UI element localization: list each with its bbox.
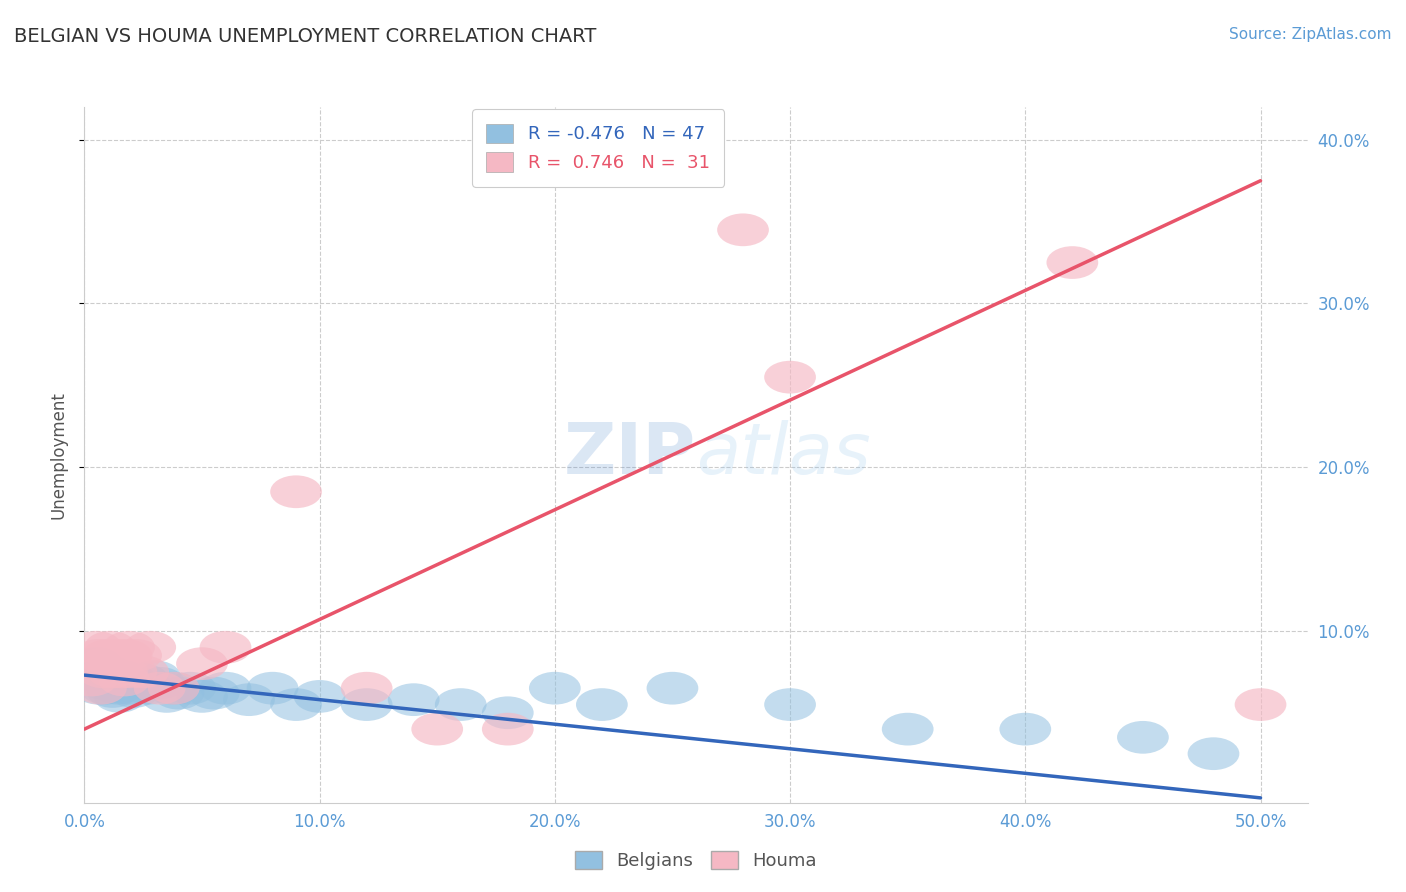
Ellipse shape — [134, 672, 186, 705]
Ellipse shape — [70, 648, 122, 680]
Ellipse shape — [176, 680, 228, 713]
Ellipse shape — [129, 660, 181, 693]
Ellipse shape — [103, 631, 155, 664]
Ellipse shape — [434, 689, 486, 721]
Ellipse shape — [1234, 689, 1286, 721]
Text: atlas: atlas — [696, 420, 870, 490]
Ellipse shape — [148, 672, 200, 705]
Ellipse shape — [765, 689, 815, 721]
Ellipse shape — [576, 689, 627, 721]
Ellipse shape — [94, 680, 146, 713]
Ellipse shape — [105, 664, 157, 697]
Ellipse shape — [67, 664, 120, 697]
Ellipse shape — [482, 697, 534, 729]
Ellipse shape — [482, 713, 534, 746]
Ellipse shape — [176, 648, 228, 680]
Ellipse shape — [340, 689, 392, 721]
Ellipse shape — [882, 713, 934, 746]
Ellipse shape — [82, 639, 134, 672]
Ellipse shape — [63, 656, 115, 689]
Ellipse shape — [77, 667, 129, 699]
Ellipse shape — [122, 672, 174, 705]
Ellipse shape — [647, 672, 699, 705]
Legend: Belgians, Houma: Belgians, Houma — [568, 844, 824, 877]
Ellipse shape — [101, 639, 153, 672]
Ellipse shape — [124, 631, 176, 664]
Ellipse shape — [224, 683, 276, 716]
Ellipse shape — [89, 648, 141, 680]
Ellipse shape — [80, 648, 131, 680]
Ellipse shape — [105, 656, 157, 689]
Ellipse shape — [388, 683, 440, 716]
Ellipse shape — [134, 667, 186, 699]
Ellipse shape — [98, 664, 150, 697]
Ellipse shape — [110, 639, 162, 672]
Ellipse shape — [98, 667, 150, 699]
Ellipse shape — [84, 631, 136, 664]
Ellipse shape — [73, 672, 124, 705]
Ellipse shape — [1046, 246, 1098, 279]
Ellipse shape — [89, 667, 141, 699]
Ellipse shape — [108, 675, 160, 708]
Text: ZIP: ZIP — [564, 420, 696, 490]
Ellipse shape — [117, 656, 169, 689]
Ellipse shape — [101, 664, 153, 697]
Ellipse shape — [94, 639, 146, 672]
Ellipse shape — [96, 660, 148, 693]
Ellipse shape — [412, 713, 463, 746]
Ellipse shape — [117, 664, 169, 697]
Ellipse shape — [165, 672, 217, 705]
Ellipse shape — [270, 475, 322, 508]
Ellipse shape — [75, 672, 127, 705]
Ellipse shape — [91, 672, 143, 705]
Ellipse shape — [82, 656, 134, 689]
Ellipse shape — [80, 672, 131, 705]
Ellipse shape — [87, 656, 138, 689]
Ellipse shape — [200, 631, 252, 664]
Ellipse shape — [70, 631, 122, 664]
Y-axis label: Unemployment: Unemployment — [49, 391, 67, 519]
Ellipse shape — [84, 664, 136, 697]
Ellipse shape — [294, 680, 346, 713]
Ellipse shape — [270, 689, 322, 721]
Ellipse shape — [188, 677, 239, 709]
Ellipse shape — [340, 672, 392, 705]
Ellipse shape — [153, 677, 204, 709]
Ellipse shape — [110, 667, 162, 699]
Ellipse shape — [1188, 738, 1239, 770]
Ellipse shape — [87, 675, 138, 708]
Text: BELGIAN VS HOUMA UNEMPLOYMENT CORRELATION CHART: BELGIAN VS HOUMA UNEMPLOYMENT CORRELATIO… — [14, 27, 596, 45]
Ellipse shape — [103, 672, 155, 705]
Ellipse shape — [77, 656, 129, 689]
Ellipse shape — [148, 672, 200, 705]
Ellipse shape — [765, 360, 815, 393]
Ellipse shape — [246, 672, 298, 705]
Ellipse shape — [1000, 713, 1052, 746]
Ellipse shape — [75, 660, 127, 693]
Text: Source: ZipAtlas.com: Source: ZipAtlas.com — [1229, 27, 1392, 42]
Ellipse shape — [73, 639, 124, 672]
Ellipse shape — [717, 213, 769, 246]
Ellipse shape — [1116, 721, 1168, 754]
Ellipse shape — [96, 656, 148, 689]
Ellipse shape — [200, 672, 252, 705]
Ellipse shape — [529, 672, 581, 705]
Ellipse shape — [66, 664, 117, 697]
Ellipse shape — [141, 680, 193, 713]
